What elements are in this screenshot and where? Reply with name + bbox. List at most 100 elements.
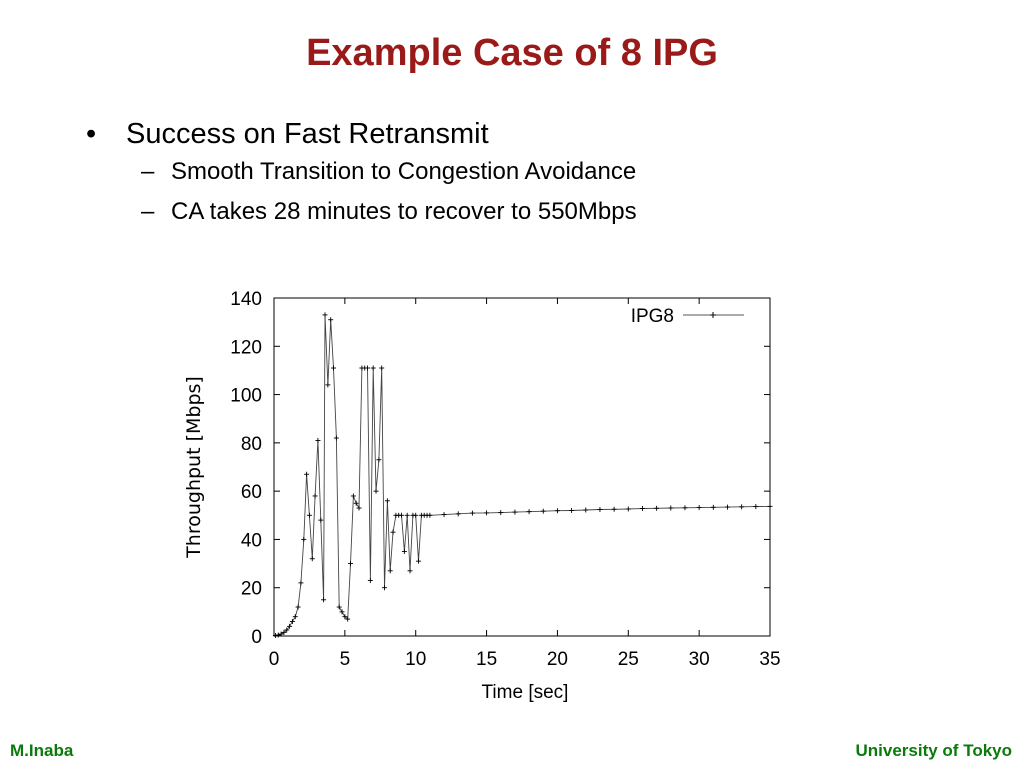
- data-point: [295, 604, 301, 610]
- data-point: [390, 529, 396, 535]
- data-point: [401, 549, 407, 554]
- data-point: [384, 498, 390, 504]
- x-tick-labels: 0 5 10 15 20 25 30 35: [269, 649, 781, 670]
- data-point: [625, 506, 631, 512]
- data-point: [413, 512, 419, 518]
- x-tick-label: 20: [547, 649, 568, 670]
- x-axis-label: Time [sec]: [482, 682, 569, 703]
- data-point: [365, 365, 371, 371]
- data-point: [682, 505, 688, 511]
- data-point: [387, 568, 393, 574]
- slide-title: Example Case of 8 IPG: [306, 32, 718, 74]
- y-tick-label: 20: [241, 579, 262, 600]
- data-point: [350, 493, 356, 499]
- data-point: [767, 503, 773, 509]
- data-point: [356, 505, 362, 511]
- data-point: [611, 506, 617, 512]
- data-point: [583, 507, 589, 513]
- bullet-text: Success on Fast Retransmit: [126, 118, 489, 150]
- data-point: [287, 623, 293, 629]
- data-point: [339, 609, 345, 615]
- series-group: [272, 312, 773, 639]
- y-tick-label: 80: [241, 434, 262, 455]
- data-point: [298, 580, 304, 586]
- series-line-ipg8: [275, 314, 771, 636]
- data-point: [739, 504, 745, 510]
- plot-frame: [273, 297, 771, 637]
- data-point: [304, 471, 310, 477]
- data-point: [569, 507, 575, 513]
- x-tick-label: 30: [689, 649, 710, 670]
- data-point: [407, 568, 413, 574]
- data-point: [292, 614, 298, 620]
- data-point: [416, 558, 422, 564]
- data-point: [289, 619, 295, 625]
- sub-bullet-marker: –: [141, 158, 155, 185]
- data-point: [376, 457, 382, 463]
- data-point: [342, 614, 348, 620]
- data-point: [353, 500, 359, 506]
- data-point: [321, 597, 327, 603]
- x-tick-label: 10: [405, 649, 426, 670]
- data-point: [333, 435, 339, 441]
- legend-label: IPG8: [631, 306, 674, 327]
- y-tick-labels: 0 20 40 60 80 100 120 140: [230, 289, 262, 648]
- footer-author: M.Inaba: [10, 741, 74, 760]
- y-axis-label: Throughput [Mbps]: [183, 376, 205, 559]
- data-point: [312, 493, 318, 499]
- sub-bullet-marker: –: [141, 198, 155, 225]
- data-point: [275, 632, 281, 638]
- data-point: [526, 509, 532, 515]
- y-tick-label: 60: [241, 482, 262, 503]
- data-point: [724, 504, 730, 510]
- y-tick-label: 140: [230, 289, 262, 310]
- data-point: [696, 505, 702, 511]
- x-tick-label: 25: [618, 649, 639, 670]
- data-point: [597, 506, 603, 512]
- data-point: [325, 382, 331, 388]
- data-point: [348, 561, 354, 567]
- x-tick-label: 35: [759, 649, 780, 670]
- legend-marker: [710, 312, 716, 318]
- data-point: [498, 510, 504, 516]
- legend: IPG8: [631, 306, 744, 327]
- data-point: [639, 506, 645, 512]
- data-point: [654, 505, 660, 511]
- data-point: [309, 556, 315, 562]
- data-point: [328, 317, 334, 323]
- y-tick-label: 120: [230, 337, 262, 358]
- data-point: [373, 488, 379, 494]
- data-point: [540, 508, 546, 514]
- data-point: [336, 604, 342, 610]
- data-point: [318, 517, 324, 523]
- data-point: [284, 627, 290, 633]
- data-point: [484, 510, 490, 516]
- data-point: [399, 512, 405, 518]
- data-point: [301, 536, 307, 542]
- x-tick-label: 5: [340, 649, 351, 670]
- data-point: [382, 585, 388, 591]
- data-point: [753, 504, 759, 510]
- data-point: [404, 512, 410, 518]
- axis-ticks: [273, 297, 771, 637]
- data-point: [469, 510, 475, 516]
- data-point: [281, 629, 287, 635]
- bullet-marker: •: [86, 118, 97, 150]
- data-point: [455, 511, 461, 517]
- footer-institution: University of Tokyo: [855, 741, 1013, 760]
- data-point: [554, 508, 560, 514]
- data-point: [427, 512, 433, 518]
- data-point: [441, 512, 447, 518]
- sub-bullet-text: Smooth Transition to Congestion Avoidanc…: [171, 158, 637, 185]
- data-point: [331, 365, 337, 371]
- y-tick-label: 100: [230, 386, 262, 407]
- data-point: [345, 616, 351, 622]
- y-tick-label: 0: [251, 627, 262, 648]
- data-point: [379, 365, 385, 371]
- data-point: [315, 437, 321, 443]
- data-point: [278, 631, 284, 637]
- y-tick-label: 40: [241, 530, 262, 551]
- data-point: [668, 505, 674, 511]
- data-point: [710, 504, 716, 510]
